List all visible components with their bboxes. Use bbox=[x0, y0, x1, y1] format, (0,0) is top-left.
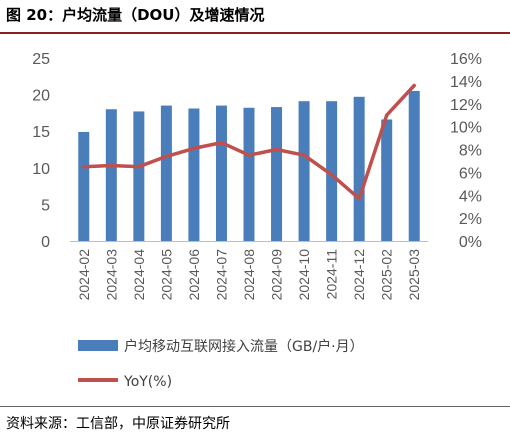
left-tick-label: 20 bbox=[32, 88, 50, 105]
x-tick-label: 2025-02 bbox=[379, 249, 395, 301]
left-tick-label: 5 bbox=[41, 197, 50, 214]
x-axis: 2024-02 2024-03 2024-04 2024-05 2024-06 2024-… bbox=[76, 249, 422, 301]
right-tick-label: 0% bbox=[459, 234, 482, 251]
x-tick-label: 2024-08 bbox=[241, 249, 257, 301]
right-tick-label: 2% bbox=[459, 211, 482, 228]
legend-label-line: YoY(%) bbox=[123, 374, 172, 390]
bar bbox=[353, 96, 365, 242]
right-tick-label: 10% bbox=[450, 120, 482, 137]
left-axis: 0 5 10 15 20 25 bbox=[32, 51, 50, 251]
x-tick-label: 2024-12 bbox=[351, 249, 367, 301]
right-tick-label: 8% bbox=[459, 143, 482, 160]
source-divider bbox=[0, 406, 510, 407]
right-tick-label: 12% bbox=[450, 97, 482, 114]
yoy-line bbox=[82, 83, 416, 201]
right-tick-label: 6% bbox=[459, 165, 482, 182]
bar bbox=[381, 119, 393, 241]
bar bbox=[326, 101, 338, 241]
x-tick-label: 2024-03 bbox=[103, 249, 119, 301]
figure-title: 图 20：户均流量（DOU）及增速情况 bbox=[6, 6, 265, 24]
legend-swatch-bar bbox=[78, 340, 118, 351]
dou-chart: 0 5 10 15 20 25 0% 2% 4% 6% 8% 10% 12% 14% 16% 2024-0… bbox=[32, 51, 482, 390]
right-tick-label: 4% bbox=[459, 188, 482, 205]
x-tick-label: 2024-09 bbox=[269, 249, 285, 301]
x-tick-label: 2024-02 bbox=[76, 249, 92, 301]
bar bbox=[78, 131, 90, 241]
legend-item-line: YoY(%) bbox=[78, 374, 172, 390]
bar bbox=[105, 109, 117, 242]
x-tick-label: 2024-11 bbox=[324, 249, 340, 300]
bar bbox=[160, 105, 172, 241]
left-tick-label: 10 bbox=[32, 161, 50, 178]
x-tick-label: 2024-06 bbox=[186, 249, 202, 301]
bar bbox=[133, 111, 145, 241]
x-tick-label: 2025-03 bbox=[406, 249, 422, 301]
bar-series bbox=[78, 90, 420, 242]
x-tick-label: 2024-07 bbox=[214, 249, 230, 301]
right-tick-label: 16% bbox=[450, 51, 482, 68]
right-axis: 0% 2% 4% 6% 8% 10% 12% 14% 16% bbox=[450, 51, 482, 251]
bar bbox=[188, 108, 200, 242]
left-tick-label: 15 bbox=[32, 124, 50, 141]
line-series bbox=[82, 83, 416, 201]
left-tick-label: 25 bbox=[32, 51, 50, 68]
title-divider bbox=[0, 32, 510, 34]
left-tick-label: 0 bbox=[41, 234, 50, 251]
legend-item-bar: 户均移动互联网接入流量（GB/户·月） bbox=[78, 338, 364, 355]
bar bbox=[215, 105, 227, 241]
bar bbox=[271, 107, 283, 241]
source-note: 资料来源：工信部，中原证券研究所 bbox=[6, 416, 230, 432]
legend: 户均移动互联网接入流量（GB/户·月） YoY(%) bbox=[78, 338, 364, 390]
x-tick-label: 2024-05 bbox=[158, 249, 174, 301]
right-tick-label: 14% bbox=[450, 74, 482, 91]
bar bbox=[298, 101, 310, 241]
bar bbox=[243, 107, 255, 241]
bar bbox=[408, 90, 420, 241]
x-tick-label: 2024-10 bbox=[296, 249, 312, 301]
x-tick-label: 2024-04 bbox=[131, 249, 147, 301]
legend-label-bar: 户均移动互联网接入流量（GB/户·月） bbox=[124, 338, 364, 355]
